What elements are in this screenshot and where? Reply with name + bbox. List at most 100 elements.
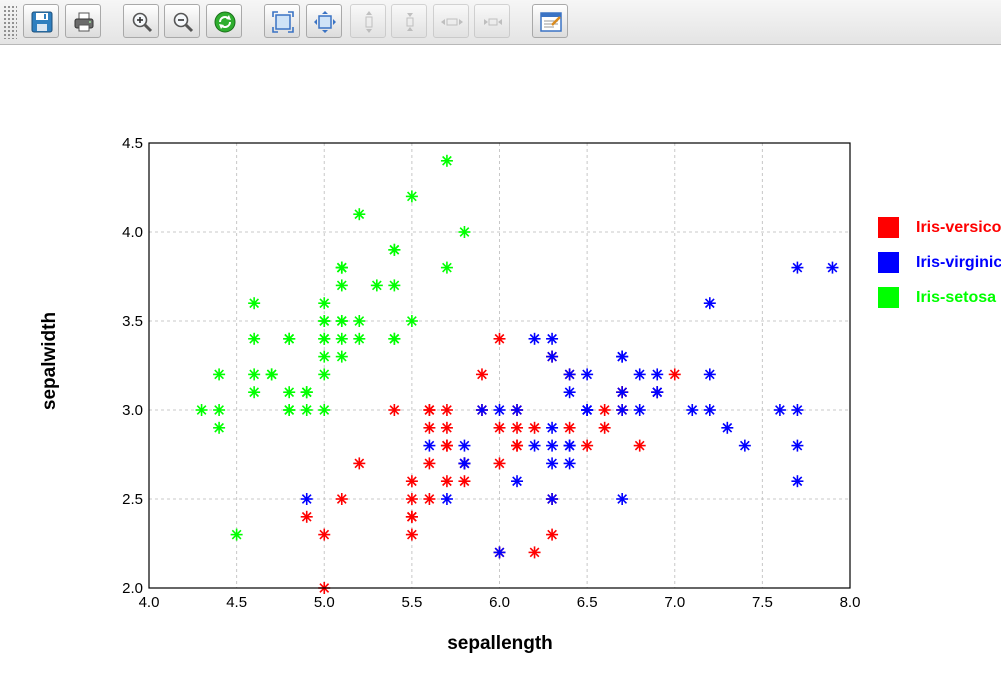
data-point-stroke — [547, 333, 557, 344]
data-point — [318, 315, 331, 327]
data-point — [405, 493, 418, 505]
y-axis-label: sepalwidth — [39, 311, 60, 411]
y-tick-label: 2.0 — [122, 580, 143, 597]
data-point — [475, 404, 488, 416]
data-point — [318, 404, 331, 416]
data-point — [738, 439, 751, 452]
data-point — [826, 261, 839, 274]
legend-swatch — [878, 252, 899, 273]
zoom-in-button[interactable] — [123, 4, 159, 38]
data-point — [511, 421, 524, 434]
data-point — [493, 332, 506, 345]
data-point — [248, 386, 261, 399]
expand-vertical-button[interactable] — [350, 4, 386, 38]
data-point-stroke — [459, 476, 470, 487]
data-point-stroke — [459, 227, 470, 237]
data-point-stroke — [582, 440, 592, 451]
data-point-stroke — [196, 405, 207, 415]
data-point-stroke — [775, 405, 785, 415]
data-point — [440, 493, 453, 505]
data-point — [318, 297, 331, 310]
shrink-vertical-button[interactable] — [391, 4, 427, 38]
data-point — [458, 439, 471, 452]
data-point — [528, 439, 541, 452]
legend-swatch — [878, 287, 899, 308]
data-point — [616, 350, 629, 363]
data-point-stroke — [442, 476, 452, 487]
data-point — [388, 404, 401, 416]
save-button[interactable] — [23, 4, 59, 38]
fit-all-button[interactable] — [264, 4, 300, 38]
data-point-stroke — [477, 369, 487, 380]
y-tick-label: 4.5 — [122, 135, 143, 152]
data-point-stroke — [442, 440, 452, 451]
data-point-stroke — [529, 422, 540, 433]
data-point-stroke — [354, 458, 365, 469]
data-point — [511, 475, 524, 488]
data-point-stroke — [407, 529, 417, 540]
data-point — [405, 475, 418, 488]
data-point-stroke — [231, 529, 242, 540]
data-point-stroke — [284, 333, 295, 344]
data-point — [335, 350, 348, 363]
properties-button[interactable] — [532, 4, 568, 38]
data-point-stroke — [214, 369, 224, 380]
x-tick-label: 6.5 — [577, 594, 598, 611]
data-point — [335, 279, 348, 292]
zoom-out-button[interactable] — [164, 4, 200, 38]
data-point — [423, 493, 436, 505]
data-point-stroke — [319, 333, 330, 344]
data-point-stroke — [617, 494, 628, 504]
data-point — [195, 404, 208, 416]
data-point-stroke — [319, 369, 330, 380]
data-point-stroke — [582, 369, 592, 380]
x-tick-label: 4.5 — [226, 594, 247, 611]
data-point — [563, 457, 576, 470]
data-point — [283, 332, 296, 345]
shrink-vertical-icon — [406, 13, 414, 31]
data-point-stroke — [319, 529, 330, 540]
data-point-stroke — [582, 405, 592, 415]
data-point-stroke — [494, 422, 505, 433]
legend-label: Iris-virginic — [916, 254, 1001, 271]
print-button[interactable] — [65, 4, 101, 38]
data-point-stroke — [494, 458, 505, 469]
data-point — [493, 546, 506, 559]
data-point — [686, 404, 699, 416]
fit-selection-button[interactable] — [306, 4, 342, 38]
toolbar-grip[interactable] — [3, 5, 17, 39]
data-point-stroke — [564, 422, 575, 433]
shrink-horizontal-button[interactable] — [474, 4, 510, 38]
data-point — [300, 493, 313, 505]
data-point — [318, 332, 331, 345]
data-point-stroke — [407, 316, 417, 326]
data-point — [318, 350, 331, 363]
data-point-stroke — [249, 298, 260, 309]
data-point-stroke — [319, 316, 330, 326]
data-point — [616, 386, 629, 399]
data-point — [581, 368, 594, 381]
data-point — [440, 261, 453, 274]
data-point — [213, 368, 226, 381]
x-axis-label: sepallength — [447, 633, 553, 654]
data-point — [300, 386, 313, 399]
data-point-stroke — [564, 369, 575, 380]
data-point — [493, 457, 506, 470]
data-point-stroke — [336, 494, 347, 504]
expand-horizontal-button[interactable] — [433, 4, 469, 38]
data-point-stroke — [442, 494, 452, 504]
data-point-stroke — [512, 405, 522, 415]
refresh-button[interactable] — [206, 4, 242, 38]
data-point — [335, 493, 348, 505]
data-point — [651, 368, 664, 381]
data-point-stroke — [634, 369, 645, 380]
data-point-stroke — [494, 547, 505, 558]
y-tick-label: 2.5 — [122, 491, 143, 508]
data-point — [475, 368, 488, 381]
data-point-stroke — [301, 405, 312, 415]
data-point — [248, 332, 261, 345]
data-point — [493, 404, 506, 416]
data-point — [563, 439, 576, 452]
data-points — [195, 154, 839, 594]
data-point — [423, 457, 436, 470]
